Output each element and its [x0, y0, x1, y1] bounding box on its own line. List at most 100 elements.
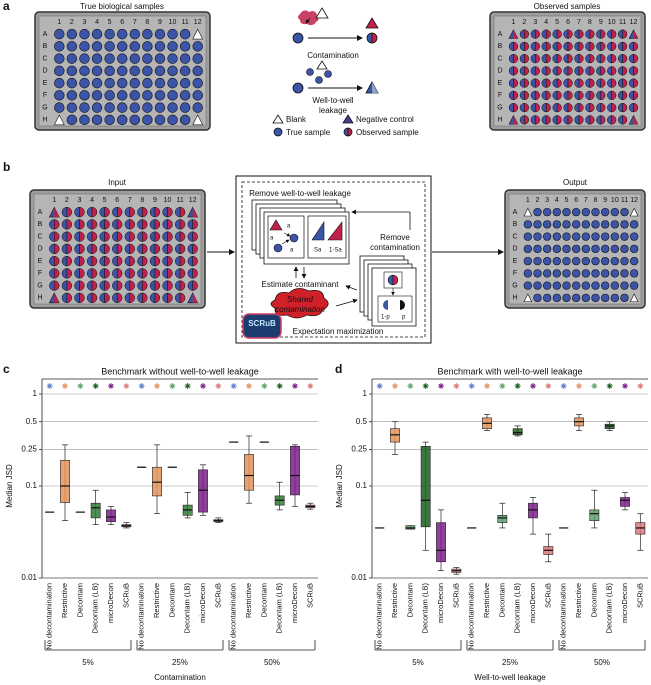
- significance-star: [78, 383, 83, 389]
- well: [630, 269, 639, 278]
- well: [192, 268, 198, 279]
- well: [142, 231, 148, 242]
- significance-star: [408, 383, 413, 389]
- well: [620, 244, 629, 254]
- well: [179, 231, 186, 242]
- x-tick-label: No decontamination: [375, 583, 384, 650]
- significance-star: [438, 383, 444, 389]
- well: [154, 243, 161, 255]
- x-axis-label: Well-to-well leakage: [474, 673, 546, 682]
- well: [116, 206, 123, 218]
- box: [497, 515, 508, 523]
- well: [552, 293, 562, 303]
- significance-star: [561, 383, 566, 389]
- well: [545, 66, 551, 76]
- well: [581, 269, 591, 278]
- box: [420, 446, 431, 528]
- col-label: 5: [108, 19, 112, 26]
- box: [60, 460, 70, 503]
- well: [79, 292, 85, 304]
- row-label: C: [37, 233, 42, 240]
- well: [523, 207, 533, 217]
- well: [630, 244, 639, 254]
- well: [533, 244, 542, 254]
- well: [167, 28, 178, 40]
- box: [90, 502, 101, 519]
- well: [142, 219, 148, 230]
- well: [535, 54, 540, 64]
- well: [543, 256, 552, 266]
- well: [167, 268, 173, 279]
- col-label: 1: [52, 197, 56, 204]
- col-label: 9: [599, 19, 603, 26]
- well: [154, 231, 161, 242]
- symbol: 1-Sa: [329, 248, 342, 254]
- well: [192, 280, 198, 291]
- well: [104, 219, 110, 230]
- well: [192, 114, 204, 126]
- well: [142, 280, 148, 291]
- well: [104, 90, 115, 101]
- well: [572, 293, 581, 303]
- col-label: 8: [140, 197, 144, 204]
- row-label: E: [38, 258, 43, 265]
- x-tick-label: Decontam (LB): [183, 583, 192, 634]
- col-label: 9: [153, 197, 157, 204]
- well: [523, 269, 533, 278]
- well: [91, 219, 98, 230]
- well: [66, 243, 72, 255]
- well: [552, 220, 562, 229]
- group-label: 5%: [412, 658, 424, 667]
- well: [524, 29, 529, 39]
- well: [556, 66, 562, 76]
- significance-star: [500, 383, 505, 389]
- plate-title: Output: [563, 178, 588, 187]
- col-label: 6: [115, 197, 119, 204]
- col-label: 9: [158, 19, 162, 26]
- well: [633, 78, 639, 88]
- diagram-label: leakage: [319, 106, 348, 115]
- x-tick-label: Decontam: [497, 583, 506, 617]
- well: [192, 41, 203, 52]
- well: [545, 103, 551, 113]
- row-label: H: [37, 295, 42, 302]
- legend-label: True sample: [286, 128, 331, 137]
- well: [630, 232, 639, 241]
- well: [622, 78, 628, 88]
- col-label: 3: [83, 19, 87, 26]
- x-tick-label: microDecon: [290, 583, 299, 623]
- well: [66, 206, 72, 218]
- col-label: 2: [522, 19, 526, 26]
- well: [54, 255, 60, 267]
- well: [192, 219, 198, 230]
- well: [620, 220, 629, 229]
- well: [633, 115, 638, 125]
- well: [591, 244, 600, 254]
- well: [513, 66, 519, 76]
- significance-star: [576, 383, 582, 389]
- row-label: G: [512, 282, 517, 289]
- col-label: 8: [588, 19, 592, 26]
- well: [66, 231, 72, 242]
- well: [129, 206, 135, 218]
- symbol: a: [270, 236, 274, 242]
- col-label: 8: [145, 19, 149, 26]
- significance-star: [515, 383, 520, 389]
- step-label: contamination: [370, 243, 420, 252]
- well: [104, 243, 110, 255]
- well: [66, 41, 78, 52]
- well: [117, 77, 128, 89]
- plate-title: Input: [108, 178, 127, 187]
- well: [79, 65, 90, 77]
- well: [633, 29, 638, 39]
- well: [179, 77, 191, 89]
- legend-label: Negative control: [356, 115, 414, 124]
- well: [523, 293, 533, 303]
- well: [179, 206, 186, 218]
- well: [154, 268, 161, 279]
- x-tick-label: Decontam: [75, 583, 84, 617]
- well: [66, 292, 72, 304]
- well: [600, 66, 606, 76]
- well: [104, 28, 115, 40]
- well: [167, 77, 178, 89]
